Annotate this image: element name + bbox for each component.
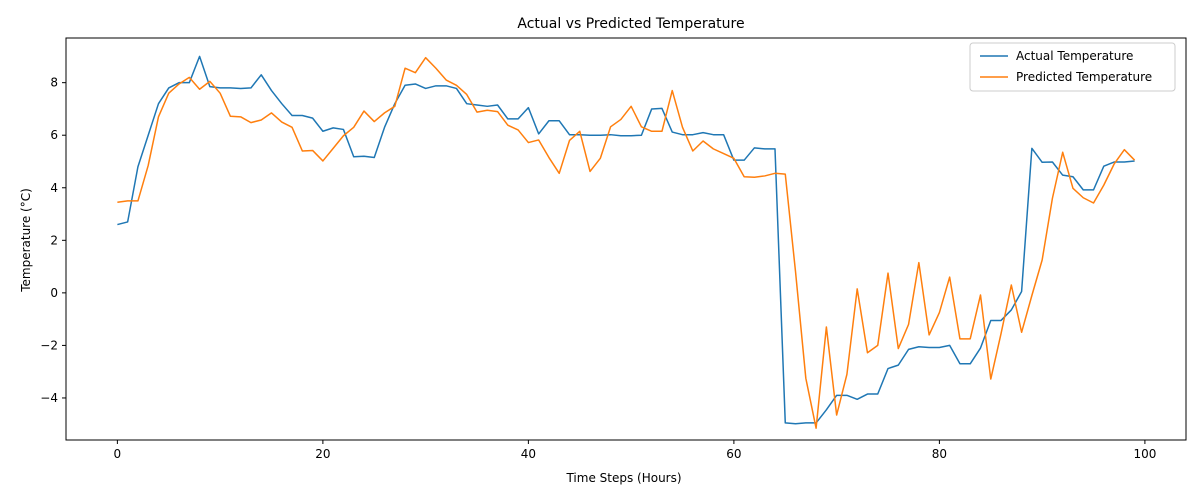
x-tick-label: 40: [521, 447, 536, 461]
legend: Actual Temperature Predicted Temperature: [969, 42, 1176, 92]
plot-frame: [65, 37, 1187, 441]
y-tick-label: −4: [40, 391, 58, 405]
x-axis: 0 20 40 60 80 100: [114, 440, 1156, 461]
x-tick-label: 60: [726, 447, 741, 461]
legend-label-predicted: Predicted Temperature: [1016, 70, 1152, 84]
x-tick-label: 20: [315, 447, 330, 461]
x-tick-label: 100: [1133, 447, 1156, 461]
series-lines: [117, 55, 1136, 429]
x-tick-label: 0: [114, 447, 122, 461]
y-tick-label: 8: [50, 76, 58, 90]
y-axis: −4 −2 0 2 4 6 8: [40, 76, 66, 405]
chart-title: Actual vs Predicted Temperature: [517, 16, 744, 32]
y-tick-label: 0: [50, 286, 58, 300]
y-tick-label: 2: [50, 233, 58, 247]
x-tick-label: 80: [932, 447, 947, 461]
predicted-temperature-line: [117, 56, 1136, 429]
y-tick-label: −2: [40, 338, 58, 352]
y-tick-label: 4: [50, 181, 58, 195]
legend-label-actual: Actual Temperature: [1016, 49, 1133, 63]
y-axis-label: Temperature (°C): [19, 188, 33, 293]
y-tick-label: 6: [50, 128, 58, 142]
x-axis-label: Time Steps (Hours): [565, 471, 681, 485]
actual-temperature-line: [117, 55, 1135, 425]
legend-box: [969, 42, 1176, 92]
plot-area: [65, 37, 1187, 441]
